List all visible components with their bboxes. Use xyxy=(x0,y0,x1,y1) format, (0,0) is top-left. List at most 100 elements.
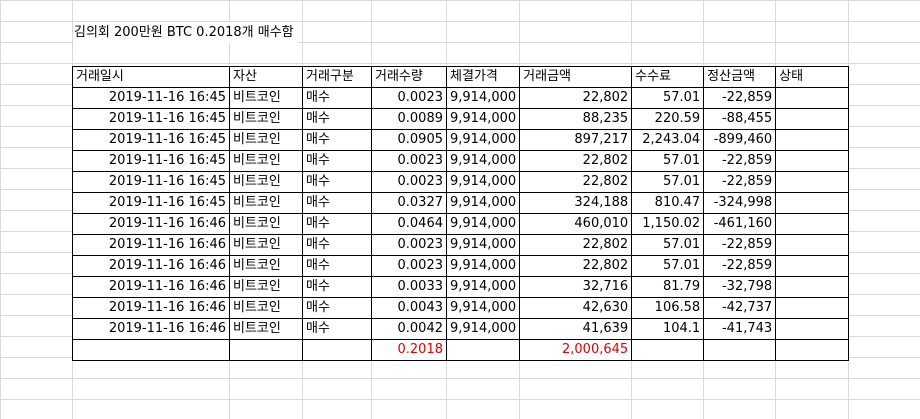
cell-qty[interactable]: 0.0327 xyxy=(371,192,447,214)
cell-asset[interactable]: 비트코인 xyxy=(229,297,303,319)
cell-price[interactable]: 9,914,000 xyxy=(445,234,521,256)
cell-date[interactable]: 2019-11-16 16:45 xyxy=(72,87,230,109)
cell-type[interactable]: 매수 xyxy=(302,234,372,256)
cell-qty[interactable]: 0.0464 xyxy=(371,213,447,235)
cell-status[interactable] xyxy=(775,276,850,298)
total-empty-status[interactable] xyxy=(775,339,850,361)
total-empty-asset[interactable] xyxy=(229,339,303,361)
cell-price[interactable]: 9,914,000 xyxy=(445,129,521,151)
cell-fee[interactable]: 2,243.04 xyxy=(631,129,705,151)
cell-settle[interactable]: -42,737 xyxy=(703,297,777,319)
cell-price[interactable]: 9,914,000 xyxy=(445,255,521,277)
cell-type[interactable]: 매수 xyxy=(302,255,372,277)
cell-settle[interactable]: -22,859 xyxy=(703,150,777,172)
cell-date[interactable]: 2019-11-16 16:45 xyxy=(72,192,230,214)
cell-amount[interactable]: 324,188 xyxy=(519,192,633,214)
cell-type[interactable]: 매수 xyxy=(302,171,372,193)
cell-settle[interactable]: -22,859 xyxy=(703,87,777,109)
cell-asset[interactable]: 비트코인 xyxy=(229,276,303,298)
cell-fee[interactable]: 1,150.02 xyxy=(631,213,705,235)
col-header-date[interactable]: 거래일시 xyxy=(72,66,230,88)
cell-fee[interactable]: 106.58 xyxy=(631,297,705,319)
cell-status[interactable] xyxy=(775,171,850,193)
cell-amount[interactable]: 22,802 xyxy=(519,150,633,172)
col-header-asset[interactable]: 자산 xyxy=(229,66,303,88)
total-empty-type[interactable] xyxy=(302,339,372,361)
cell-qty[interactable]: 0.0023 xyxy=(371,234,447,256)
cell-status[interactable] xyxy=(775,129,850,151)
cell-date[interactable]: 2019-11-16 16:46 xyxy=(72,213,230,235)
cell-qty[interactable]: 0.0023 xyxy=(371,255,447,277)
cell-settle[interactable]: -461,160 xyxy=(703,213,777,235)
col-header-status[interactable]: 상태 xyxy=(775,66,850,88)
cell-settle[interactable]: -32,798 xyxy=(703,276,777,298)
cell-amount[interactable]: 88,235 xyxy=(519,108,633,130)
cell-date[interactable]: 2019-11-16 16:46 xyxy=(72,276,230,298)
cell-amount[interactable]: 22,802 xyxy=(519,234,633,256)
total-empty-settle[interactable] xyxy=(703,339,777,361)
total-empty-price[interactable] xyxy=(445,339,521,361)
cell-fee[interactable]: 81.79 xyxy=(631,276,705,298)
cell-amount[interactable]: 22,802 xyxy=(519,171,633,193)
cell-amount[interactable]: 42,630 xyxy=(519,297,633,319)
cell-status[interactable] xyxy=(775,213,850,235)
cell-asset[interactable]: 비트코인 xyxy=(229,192,303,214)
cell-asset[interactable]: 비트코인 xyxy=(229,255,303,277)
total-amount[interactable]: 2,000,645 xyxy=(519,339,633,361)
cell-date[interactable]: 2019-11-16 16:45 xyxy=(72,150,230,172)
cell-type[interactable]: 매수 xyxy=(302,87,372,109)
cell-asset[interactable]: 비트코인 xyxy=(229,171,303,193)
cell-status[interactable] xyxy=(775,255,850,277)
cell-status[interactable] xyxy=(775,318,850,340)
cell-fee[interactable]: 810.47 xyxy=(631,192,705,214)
cell-type[interactable]: 매수 xyxy=(302,192,372,214)
cell-qty[interactable]: 0.0033 xyxy=(371,276,447,298)
cell-amount[interactable]: 22,802 xyxy=(519,255,633,277)
total-empty-fee[interactable] xyxy=(631,339,705,361)
cell-amount[interactable]: 22,802 xyxy=(519,87,633,109)
cell-type[interactable]: 매수 xyxy=(302,108,372,130)
cell-fee[interactable]: 104.1 xyxy=(631,318,705,340)
cell-qty[interactable]: 0.0042 xyxy=(371,318,447,340)
cell-date[interactable]: 2019-11-16 16:46 xyxy=(72,297,230,319)
cell-settle[interactable]: -22,859 xyxy=(703,234,777,256)
cell-type[interactable]: 매수 xyxy=(302,150,372,172)
cell-date[interactable]: 2019-11-16 16:45 xyxy=(72,129,230,151)
cell-settle[interactable]: -22,859 xyxy=(703,255,777,277)
cell-fee[interactable]: 57.01 xyxy=(631,171,705,193)
cell-type[interactable]: 매수 xyxy=(302,276,372,298)
col-header-fee[interactable]: 수수료 xyxy=(631,66,705,88)
cell-asset[interactable]: 비트코인 xyxy=(229,150,303,172)
cell-settle[interactable]: -88,455 xyxy=(703,108,777,130)
cell-amount[interactable]: 41,639 xyxy=(519,318,633,340)
cell-price[interactable]: 9,914,000 xyxy=(445,318,521,340)
cell-amount[interactable]: 897,217 xyxy=(519,129,633,151)
cell-settle[interactable]: -899,460 xyxy=(703,129,777,151)
cell-price[interactable]: 9,914,000 xyxy=(445,87,521,109)
col-header-price[interactable]: 체결가격 xyxy=(445,66,521,88)
cell-price[interactable]: 9,914,000 xyxy=(445,297,521,319)
cell-fee[interactable]: 57.01 xyxy=(631,87,705,109)
cell-date[interactable]: 2019-11-16 16:46 xyxy=(72,318,230,340)
cell-status[interactable] xyxy=(775,108,850,130)
cell-date[interactable]: 2019-11-16 16:45 xyxy=(72,171,230,193)
cell-qty[interactable]: 0.0043 xyxy=(371,297,447,319)
sheet-title[interactable]: 김의회 200만원 BTC 0.2018개 매수함 xyxy=(74,22,298,43)
total-qty[interactable]: 0.2018 xyxy=(371,339,447,361)
cell-type[interactable]: 매수 xyxy=(302,318,372,340)
cell-price[interactable]: 9,914,000 xyxy=(445,171,521,193)
cell-type[interactable]: 매수 xyxy=(302,129,372,151)
cell-date[interactable]: 2019-11-16 16:45 xyxy=(72,108,230,130)
cell-amount[interactable]: 32,716 xyxy=(519,276,633,298)
cell-status[interactable] xyxy=(775,297,850,319)
cell-status[interactable] xyxy=(775,150,850,172)
cell-qty[interactable]: 0.0089 xyxy=(371,108,447,130)
cell-fee[interactable]: 220.59 xyxy=(631,108,705,130)
cell-qty[interactable]: 0.0023 xyxy=(371,87,447,109)
cell-asset[interactable]: 비트코인 xyxy=(229,318,303,340)
cell-type[interactable]: 매수 xyxy=(302,213,372,235)
cell-price[interactable]: 9,914,000 xyxy=(445,150,521,172)
cell-amount[interactable]: 460,010 xyxy=(519,213,633,235)
cell-settle[interactable]: -22,859 xyxy=(703,171,777,193)
cell-date[interactable]: 2019-11-16 16:46 xyxy=(72,255,230,277)
